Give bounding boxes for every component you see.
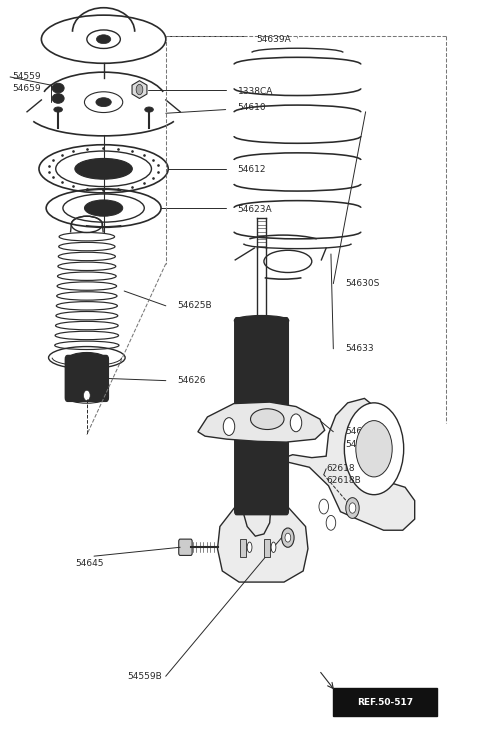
Text: 54633: 54633 [345,344,374,353]
Circle shape [344,403,404,495]
Circle shape [84,390,90,401]
Ellipse shape [54,107,62,112]
Ellipse shape [56,86,60,91]
Text: 54630S: 54630S [345,279,380,288]
Ellipse shape [96,98,111,107]
Ellipse shape [75,159,132,179]
Circle shape [346,498,359,519]
FancyBboxPatch shape [264,539,270,557]
Ellipse shape [68,352,106,366]
Circle shape [319,499,328,514]
Text: 1338CA: 1338CA [238,88,273,96]
Polygon shape [198,402,324,442]
Ellipse shape [234,315,289,326]
Circle shape [285,533,291,542]
FancyBboxPatch shape [240,539,246,557]
Polygon shape [247,398,415,531]
Ellipse shape [84,200,123,216]
Ellipse shape [271,542,276,553]
Ellipse shape [96,35,111,44]
Circle shape [290,414,302,432]
Text: REF.50-517: REF.50-517 [357,697,413,706]
Ellipse shape [251,409,284,430]
Circle shape [349,503,356,513]
Circle shape [356,421,392,477]
Ellipse shape [56,96,60,101]
Ellipse shape [145,107,154,112]
Text: 54659: 54659 [12,84,41,93]
Text: 54610: 54610 [238,103,266,112]
Text: 54625B: 54625B [178,301,213,310]
Text: 62618: 62618 [326,464,355,473]
Polygon shape [132,81,147,99]
Ellipse shape [247,542,252,553]
Text: 54660: 54660 [345,440,374,449]
Circle shape [223,418,235,436]
Text: 54650B: 54650B [345,427,380,436]
FancyBboxPatch shape [333,688,437,716]
Text: 54623A: 54623A [238,205,272,214]
Text: 54639A: 54639A [257,35,291,44]
Ellipse shape [52,93,64,103]
Polygon shape [242,471,271,536]
FancyBboxPatch shape [235,318,288,515]
FancyBboxPatch shape [65,355,108,401]
Text: 54559: 54559 [12,73,41,82]
Text: 54559B: 54559B [128,672,162,680]
Circle shape [282,528,294,548]
Circle shape [326,516,336,531]
Polygon shape [217,508,308,582]
Text: 54626: 54626 [178,376,206,385]
Text: 62618B: 62618B [326,476,361,485]
Text: 54612: 54612 [238,165,266,174]
Ellipse shape [52,83,64,93]
FancyBboxPatch shape [179,539,192,556]
Text: 54645: 54645 [75,559,103,568]
Circle shape [136,85,143,95]
